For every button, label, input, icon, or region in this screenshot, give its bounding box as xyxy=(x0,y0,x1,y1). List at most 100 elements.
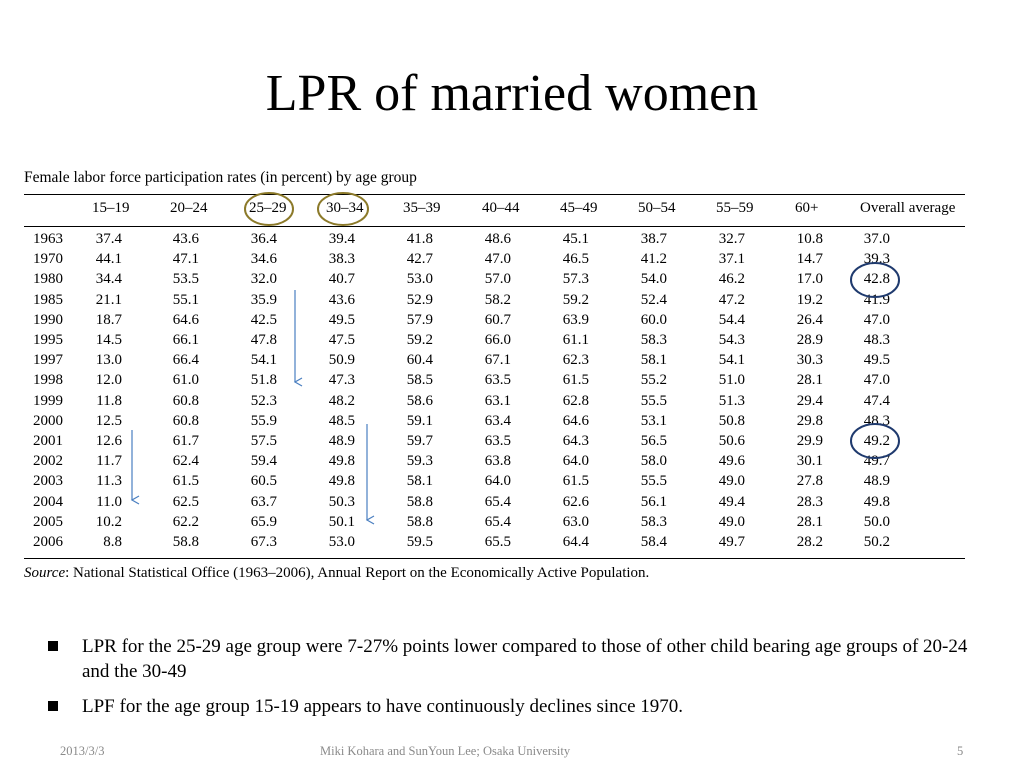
highlight-circle-30-34 xyxy=(317,192,369,226)
table-cell: 11.8 xyxy=(96,392,122,409)
table-cell: 67.1 xyxy=(484,352,511,369)
table-cell: 64.6 xyxy=(562,412,589,429)
table-cell: 18.7 xyxy=(95,311,122,328)
row-year: 2002 xyxy=(33,453,63,470)
table-cell: 62.4 xyxy=(172,453,199,470)
table-cell: 63.9 xyxy=(562,311,589,328)
table-cell: 62.8 xyxy=(562,392,589,409)
column-header: 40–44 xyxy=(482,200,520,216)
table-cell: 63.5 xyxy=(484,372,511,389)
table-cell: 55.9 xyxy=(250,412,277,429)
table-cell: 37.1 xyxy=(718,251,745,268)
table-cell: 62.3 xyxy=(562,352,589,369)
table-cell: 60.7 xyxy=(484,311,511,328)
square-bullet-icon xyxy=(48,641,58,651)
table-cell: 38.3 xyxy=(328,251,355,268)
table-cell: 51.0 xyxy=(718,372,745,389)
table-cell: 65.9 xyxy=(250,513,277,530)
table-cell: 58.8 xyxy=(406,513,433,530)
row-year: 2001 xyxy=(33,433,63,449)
table-cell: 63.1 xyxy=(484,392,511,409)
table-cell: 49.0 xyxy=(718,513,745,530)
row-year: 2000 xyxy=(33,412,63,429)
table-cell: 48.2 xyxy=(328,392,355,409)
table-cell: 41.2 xyxy=(640,251,667,268)
table-cell: 57.5 xyxy=(250,433,277,449)
table-cell: 57.3 xyxy=(562,271,589,288)
table-cell: 49.2 xyxy=(863,433,890,449)
table-cell: 10.8 xyxy=(796,231,823,247)
table-cell: 65.5 xyxy=(484,534,511,550)
table-cell: 58.8 xyxy=(172,534,199,550)
table-cell: 32.7 xyxy=(718,231,745,247)
table-cell: 43.6 xyxy=(172,231,199,247)
table-cell: 50.1 xyxy=(328,513,355,530)
table-cell: 12.5 xyxy=(95,412,122,429)
footer-date: 2013/3/3 xyxy=(60,744,105,758)
table-cell: 32.0 xyxy=(250,271,277,288)
table-cell: 47.4 xyxy=(863,392,890,409)
table-cell: 49.5 xyxy=(863,352,890,369)
table-cell: 57.9 xyxy=(406,311,433,328)
table-cell: 49.7 xyxy=(718,534,745,550)
row-year: 1995 xyxy=(33,332,63,348)
table-cell: 53.5 xyxy=(172,271,199,288)
table-cell: 64.0 xyxy=(484,473,511,490)
table-cell: 11.3 xyxy=(96,473,122,490)
footer-page-number: 5 xyxy=(957,744,964,758)
table-cell: 60.0 xyxy=(640,311,667,328)
column-header: 45–49 xyxy=(560,200,598,216)
row-year: 1997 xyxy=(33,352,63,369)
row-year: 1998 xyxy=(33,372,63,389)
table-cell: 48.5 xyxy=(328,412,355,429)
table-cell: 47.8 xyxy=(250,332,277,348)
table-cell: 50.8 xyxy=(718,412,745,429)
table-cell: 44.1 xyxy=(95,251,122,268)
table-cell: 58.8 xyxy=(406,493,433,510)
table-cell: 60.8 xyxy=(172,412,199,429)
table-cell: 27.8 xyxy=(796,473,823,490)
table-cell: 64.3 xyxy=(562,433,589,449)
table-cell: 66.1 xyxy=(172,332,199,348)
row-year: 1963 xyxy=(33,231,63,247)
table-cell: 54.1 xyxy=(718,352,745,369)
table-cell: 66.4 xyxy=(172,352,199,369)
table-cell: 48.9 xyxy=(863,473,890,490)
table-cell: 28.9 xyxy=(796,332,823,348)
row-year: 2003 xyxy=(33,473,63,490)
table-cell: 17.0 xyxy=(796,271,823,288)
table-cell: 53.0 xyxy=(328,534,355,550)
table-cell: 50.3 xyxy=(328,493,355,510)
table-cell: 38.7 xyxy=(640,231,667,247)
table-cell: 12.0 xyxy=(95,372,122,389)
source-text: : National Statistical Office (1963–2006… xyxy=(65,565,650,581)
row-year: 2006 xyxy=(33,534,63,550)
table-cell: 49.4 xyxy=(718,493,745,510)
table-cell: 61.0 xyxy=(172,372,199,389)
table-cell: 59.2 xyxy=(406,332,433,348)
table-cell: 8.8 xyxy=(103,534,122,550)
table-header-rule xyxy=(24,226,965,227)
table-cell: 58.5 xyxy=(406,372,433,389)
table-cell: 65.4 xyxy=(484,513,511,530)
table-cell: 46.5 xyxy=(562,251,589,268)
table-cell: 30.3 xyxy=(796,352,823,369)
table-cell: 46.2 xyxy=(718,271,745,288)
row-year: 2005 xyxy=(33,513,63,530)
table-cell: 63.7 xyxy=(250,493,277,510)
table-cell: 14.5 xyxy=(95,332,122,348)
table-cell: 39.4 xyxy=(328,231,355,247)
column-header: 55–59 xyxy=(716,200,754,216)
table-cell: 49.5 xyxy=(328,311,355,328)
table-cell: 11.7 xyxy=(96,453,122,470)
table-cell: 57.0 xyxy=(484,271,511,288)
table-cell: 11.0 xyxy=(96,493,122,510)
table-caption: Female labor force participation rates (… xyxy=(24,169,417,186)
table-cell: 49.8 xyxy=(328,473,355,490)
table-cell: 62.6 xyxy=(562,493,589,510)
table-cell: 53.0 xyxy=(406,271,433,288)
table-cell: 66.0 xyxy=(484,332,511,348)
table-cell: 34.4 xyxy=(95,271,122,288)
table-cell: 54.0 xyxy=(640,271,667,288)
